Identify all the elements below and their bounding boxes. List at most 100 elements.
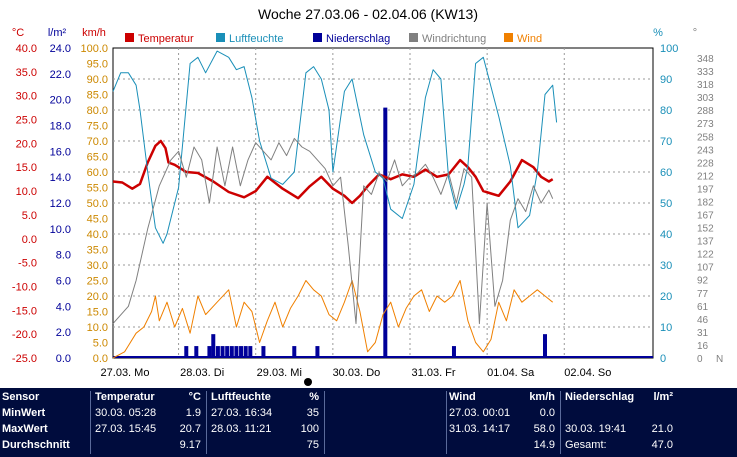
rain-bar: [234, 346, 239, 358]
direction-tick-label: 31: [697, 328, 709, 339]
hum-min-value: 35: [306, 407, 319, 419]
wind-tick-label: 55.0: [87, 183, 108, 195]
direction-tick-label: 16: [697, 341, 709, 352]
rain-bar: [451, 346, 456, 358]
temp-min-time: 30.03. 05:28: [95, 407, 157, 419]
wind-tick-label: 65.0: [87, 152, 108, 164]
rain-bar: [215, 346, 220, 358]
humidity-axis-unit: %: [653, 27, 663, 39]
direction-tick-label: 212: [697, 171, 714, 182]
rain-bar: [229, 346, 234, 358]
direction-tick-label: 318: [697, 80, 714, 91]
hum-min-time: 27.03. 16:34: [211, 407, 273, 419]
direction-tick-label: 107: [697, 263, 714, 274]
wind-min-time: 27.03. 00:01: [449, 407, 511, 419]
temp-tick-label: 35.0: [16, 67, 37, 79]
temp-tick-label: 25.0: [16, 115, 37, 127]
direction-tick-label: 61: [697, 302, 709, 313]
chart-svg: Woche 27.03.06 - 02.04.06 (KW13) Temperat…: [12, 6, 723, 386]
direction-tick-label: 303: [697, 93, 714, 104]
stats-temperature-column: Temperatur °C 30.03. 05:28 1.9 27.03. 15:4…: [90, 391, 205, 454]
time-marker: [304, 378, 312, 386]
rain-bar: [248, 346, 253, 358]
stats-header-rain: Niederschlag: [565, 391, 635, 403]
wind-tick-label: 75.0: [87, 121, 108, 133]
temp-avg-value: 9.17: [179, 439, 201, 451]
legend-label-0: Temperatur: [138, 33, 194, 45]
day-label: 02.04. So: [564, 367, 611, 379]
temp-tick-label: 40.0: [16, 43, 37, 55]
humidity-tick-label: 10: [660, 322, 672, 334]
wind-max-time: 31.03. 14:17: [449, 423, 511, 435]
rain-tick-label: 2.0: [56, 327, 71, 339]
series-line-wind: [112, 280, 554, 359]
direction-tick-label: 273: [697, 119, 714, 130]
series-line-windrichtung: [112, 137, 554, 325]
weather-chart: Woche 27.03.06 - 02.04.06 (KW13) Temperat…: [12, 6, 723, 386]
hum-avg-value: 75: [306, 439, 319, 451]
temp-tick-label: -15.0: [12, 305, 37, 317]
rain-tick-label: 10.0: [50, 224, 71, 236]
direction-tick-label: 197: [697, 184, 714, 195]
series-line-temperatur: [112, 139, 554, 205]
temp-tick-label: -25.0: [12, 353, 37, 365]
hum-max-value: 100: [300, 423, 319, 435]
wind-tick-label: 10.0: [87, 322, 108, 334]
wind-tick-label: 95.0: [87, 59, 108, 71]
stats-header-temperature: Temperatur: [95, 391, 155, 403]
wind-tick-label: 20.0: [87, 291, 108, 303]
direction-tick-label: 122: [697, 250, 714, 261]
rain-bar: [207, 346, 212, 358]
direction-tick-label: 46: [697, 315, 709, 326]
rain-tick-label: 14.0: [50, 172, 71, 184]
stats-unit-rain: l/m²: [653, 391, 673, 403]
wind-tick-label: 30.0: [87, 260, 108, 272]
rain-bar: [239, 346, 244, 358]
rain-bar: [292, 346, 297, 358]
direction-tick-label: 152: [697, 224, 714, 235]
wind-tick-label: 35.0: [87, 245, 108, 257]
rain-total-value: 47.0: [651, 439, 673, 451]
rain-bar: [184, 346, 189, 358]
wind-tick-label: 60.0: [87, 167, 108, 179]
stats-table: Sensor MinWert MaxWert Durchschnitt Temp…: [0, 388, 737, 457]
wind-tick-label: 25.0: [87, 276, 108, 288]
hum-max-time: 28.03. 11:21: [211, 423, 272, 435]
stats-wind-column: Wind km/h 27.03. 00:01 0.0 31.03. 14:17 58.…: [446, 391, 559, 454]
direction-tick-label: 77: [697, 289, 709, 300]
direction-tick-label: 348: [697, 54, 714, 65]
rain-bar: [383, 107, 388, 358]
wind-tick-label: 90.0: [87, 74, 108, 86]
direction-tick-label: 258: [697, 132, 714, 143]
stats-label-avg: Durchschnitt: [2, 439, 70, 451]
direction-tick-label: 0: [697, 354, 703, 365]
temp-tick-label: -5.0: [18, 258, 37, 270]
day-label: 27.03. Mo: [101, 367, 150, 379]
chart-title: Woche 27.03.06 - 02.04.06 (KW13): [258, 6, 478, 22]
day-label: 30.03. Do: [333, 367, 381, 379]
legend-label-2: Niederschlag: [326, 33, 390, 45]
series-line-luftfeuchte: [112, 50, 558, 244]
temp-max-value: 20.7: [179, 423, 201, 435]
humidity-tick-label: 30: [660, 260, 672, 272]
direction-tick-label: 228: [697, 158, 714, 169]
wind-tick-label: 15.0: [87, 307, 108, 319]
direction-tick-label: 137: [697, 237, 714, 248]
wind-tick-label: 70.0: [87, 136, 108, 148]
wind-tick-label: 45.0: [87, 214, 108, 226]
temp-axis-unit: °C: [12, 27, 24, 39]
direction-tick-label: 243: [697, 145, 714, 156]
stats-header-sensor: Sensor: [2, 391, 40, 403]
legend-label-4: Wind: [517, 33, 542, 45]
stats-header-wind: Wind: [449, 391, 476, 403]
temp-tick-label: -10.0: [12, 281, 37, 293]
wind-tick-label: 0.0: [93, 353, 108, 365]
rain-axis-unit: l/m²: [48, 27, 67, 39]
legend-swatch-0: [125, 33, 134, 42]
wind-avg-value: 14.9: [533, 439, 555, 451]
stats-label-column: Sensor MinWert MaxWert Durchschnitt: [2, 391, 87, 454]
temp-min-value: 1.9: [185, 407, 201, 419]
day-label: 31.03. Fr: [412, 367, 456, 379]
rain-max-value: 21.0: [651, 423, 673, 435]
temp-tick-label: 10.0: [16, 186, 37, 198]
